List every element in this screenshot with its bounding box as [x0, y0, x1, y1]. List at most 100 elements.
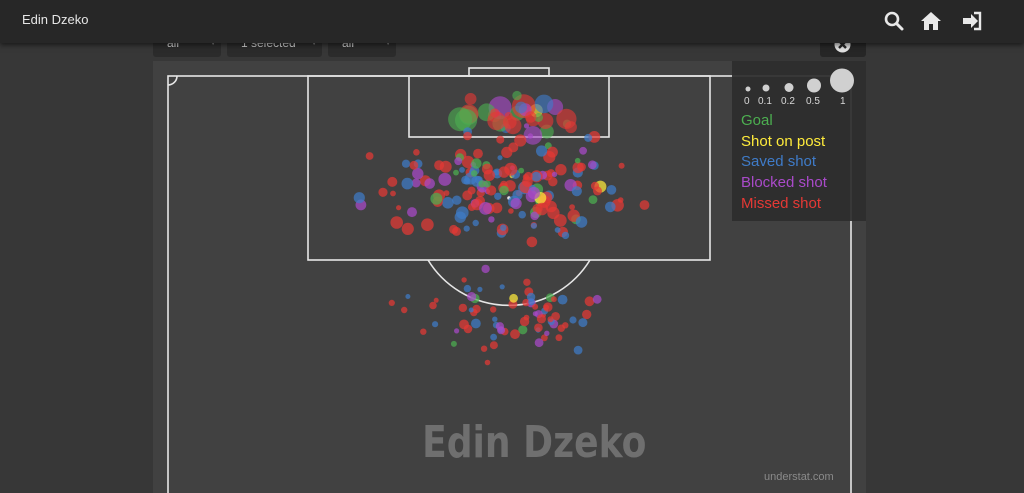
- shot-marker: [429, 301, 437, 310]
- shot-marker: [532, 311, 538, 317]
- shot-marker: [536, 314, 546, 324]
- legend-item-goal[interactable]: Goal: [741, 112, 773, 129]
- goal-frame: [468, 67, 550, 77]
- xg-size-label: 0: [744, 96, 750, 107]
- shot-marker: [605, 201, 616, 213]
- shot-marker: [541, 334, 548, 342]
- shot-marker: [592, 294, 602, 304]
- shot-marker: [518, 325, 528, 335]
- shot-marker: [471, 158, 482, 169]
- shot-marker: [639, 200, 650, 210]
- shot-marker: [575, 216, 588, 228]
- shot-marker: [510, 329, 520, 340]
- shot-marker: [530, 211, 539, 221]
- shot-marker: [534, 323, 543, 333]
- shot-marker: [532, 303, 539, 310]
- shot-marker: [523, 123, 530, 129]
- shot-marker: [526, 236, 538, 248]
- shot-marker: [557, 294, 568, 305]
- shot-marker: [452, 195, 462, 205]
- shot-marker: [584, 296, 595, 307]
- shot-marker: [432, 321, 439, 328]
- shot-marker: [508, 142, 519, 153]
- shot-marker: [430, 192, 443, 205]
- shot-marker: [438, 172, 452, 186]
- shot-marker: [407, 207, 417, 218]
- shot-marker: [442, 197, 454, 209]
- shot-marker: [464, 93, 477, 105]
- xg-size-label: 1: [840, 96, 846, 107]
- shot-marker: [413, 149, 420, 156]
- shot-marker: [405, 294, 411, 299]
- shot-marker: [535, 202, 549, 216]
- shot-marker: [411, 178, 421, 188]
- shot-marker: [493, 169, 500, 176]
- legend-item-blocked-shot[interactable]: Blocked shot: [741, 174, 827, 191]
- shot-legend: 0 0.1 0.2 0.5 1 Goal Shot on post Saved …: [732, 61, 866, 221]
- shot-marker: [561, 231, 570, 240]
- shot-marker: [551, 171, 558, 178]
- shot-marker: [573, 345, 583, 355]
- shot-marker: [365, 152, 374, 160]
- shot-map-pitch: [167, 67, 852, 493]
- shot-marker: [473, 148, 483, 159]
- shot-marker: [523, 278, 531, 286]
- shot-marker: [459, 319, 469, 330]
- shot-marker: [500, 224, 507, 231]
- shot-marker: [495, 322, 505, 331]
- shot-marker: [593, 186, 602, 196]
- shot-marker: [530, 222, 537, 229]
- shot-marker: [454, 157, 463, 166]
- shot-marker: [579, 146, 587, 155]
- shot-marker: [547, 206, 560, 220]
- shot-marker: [401, 177, 414, 190]
- shot-marker: [461, 277, 467, 283]
- shot-marker: [504, 162, 518, 176]
- shot-marker: [544, 330, 550, 336]
- shot-marker: [569, 204, 575, 211]
- shot-marker: [523, 314, 530, 321]
- shot-marker: [484, 359, 491, 366]
- xg-size-label: 0.5: [806, 96, 820, 107]
- shot-marker: [483, 169, 495, 181]
- search-icon[interactable]: [883, 10, 905, 32]
- shot-marker: [555, 334, 563, 342]
- shot-marker: [577, 162, 586, 172]
- shot-marker: [483, 180, 491, 188]
- shot-marker: [518, 167, 525, 174]
- shot-marker: [488, 216, 495, 223]
- shot-marker: [534, 94, 554, 114]
- shot-marker: [490, 306, 497, 313]
- shot-marker: [378, 187, 388, 197]
- shot-marker: [472, 219, 479, 227]
- shot-marker: [387, 176, 398, 187]
- shot-marker: [588, 195, 598, 205]
- shot-marker: [463, 131, 472, 141]
- shot-marker: [450, 340, 457, 347]
- legend-item-shot-on-post[interactable]: Shot on post: [741, 133, 826, 150]
- sign-in-icon[interactable]: [961, 10, 983, 32]
- shot-marker: [582, 309, 592, 320]
- shot-marker: [496, 135, 505, 144]
- shot-marker: [574, 157, 581, 164]
- shot-marker: [512, 90, 522, 101]
- shot-marker: [492, 316, 498, 322]
- shot-marker: [424, 178, 436, 189]
- shot-marker: [562, 322, 569, 329]
- xg-size-marker: [807, 78, 821, 93]
- shot-marker: [390, 216, 403, 229]
- shot-marker: [494, 192, 502, 200]
- legend-item-saved-shot[interactable]: Saved shot: [741, 153, 817, 170]
- corner-arc-left: [167, 75, 178, 86]
- shot-marker: [556, 108, 577, 129]
- legend-item-missed-shot[interactable]: Missed shot: [741, 195, 822, 212]
- shot-marker: [499, 284, 505, 290]
- shot-marker: [578, 318, 588, 328]
- shot-marker: [526, 292, 536, 302]
- home-icon[interactable]: [920, 10, 942, 32]
- shot-marker: [587, 160, 597, 170]
- pitch-lines: [167, 67, 852, 493]
- shot-marker: [534, 113, 543, 122]
- shot-marker: [487, 111, 506, 131]
- shot-marker: [463, 284, 472, 293]
